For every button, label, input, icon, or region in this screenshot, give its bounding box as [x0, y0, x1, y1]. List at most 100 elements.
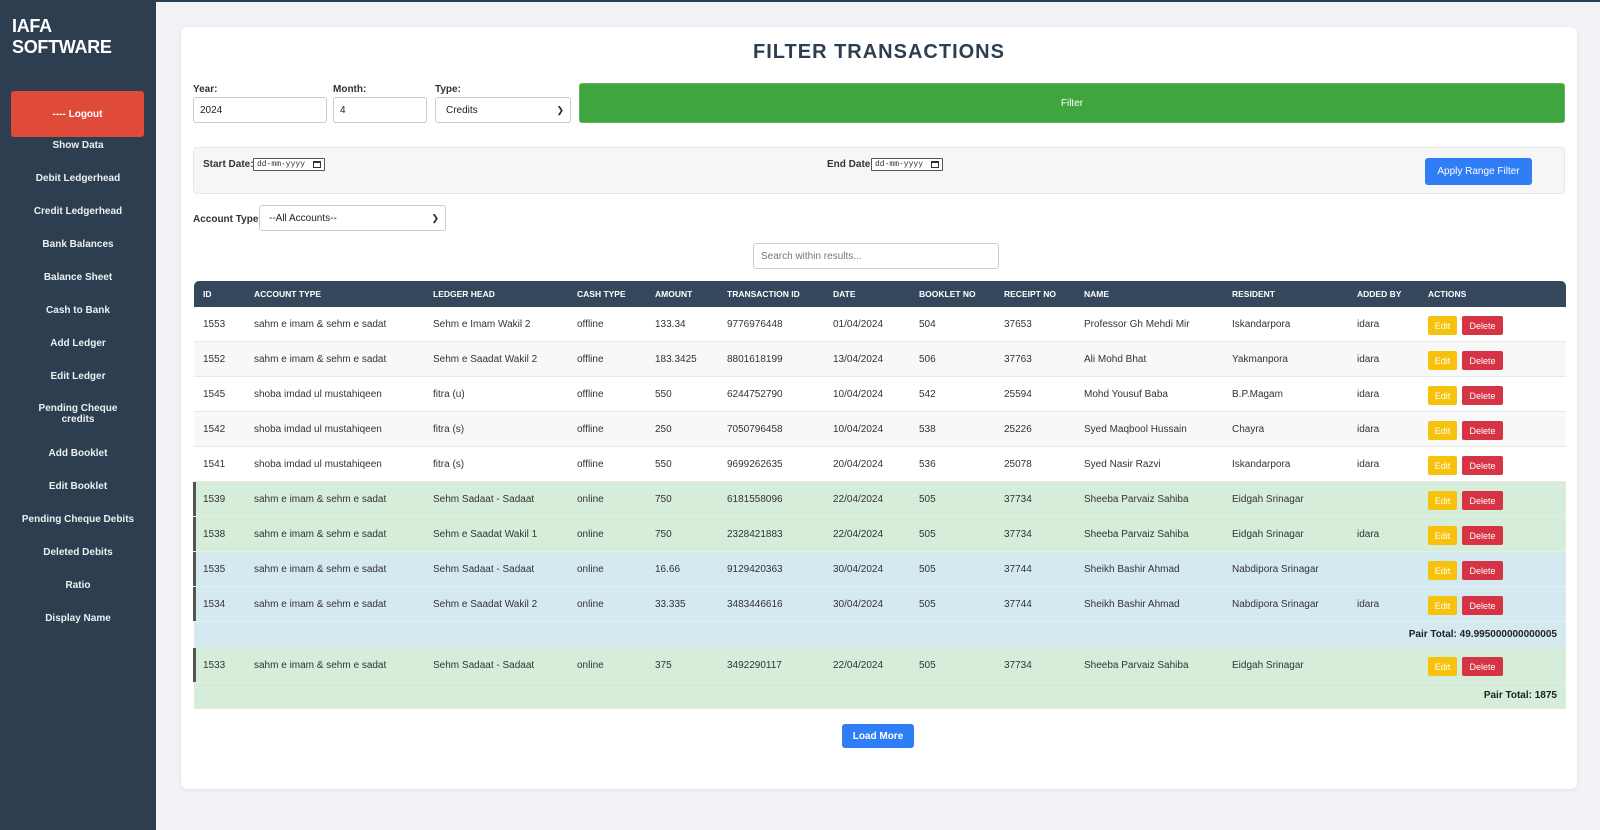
- pair-total: Pair Total: 49.995000000000005: [1408, 629, 1557, 640]
- type-select[interactable]: Credits ❯: [435, 97, 571, 123]
- cell-receipt-no: 25594: [1004, 388, 1032, 400]
- delete-button[interactable]: Delete: [1462, 526, 1503, 545]
- search-input[interactable]: Search within results...: [753, 243, 999, 269]
- nav-label-line-2: credits: [61, 414, 95, 425]
- cell-id: 1535: [203, 563, 226, 575]
- cell-date: 30/04/2024: [833, 598, 884, 610]
- cell-cash-type: online: [577, 659, 604, 671]
- table-row: 1542 shoba imdad ul mustahiqeen fitra (s…: [194, 412, 1566, 447]
- end-date-label: End Date:: [827, 159, 874, 170]
- edit-button[interactable]: Edit: [1428, 316, 1457, 335]
- transactions-table: ID ACCOUNT TYPE LEDGER HEAD CASH TYPE AM…: [193, 281, 1566, 709]
- delete-button[interactable]: Delete: [1462, 386, 1503, 405]
- cell-booklet-no: 505: [919, 528, 936, 540]
- edit-button[interactable]: Edit: [1428, 351, 1457, 370]
- delete-button[interactable]: Delete: [1462, 596, 1503, 615]
- cell-added-by: idara: [1357, 458, 1380, 470]
- col-name: NAME: [1084, 289, 1110, 299]
- apply-range-filter-button[interactable]: Apply Range Filter: [1425, 158, 1532, 185]
- sidebar-item-balance-sheet[interactable]: Balance Sheet: [43, 272, 113, 283]
- cell-amount: 750: [655, 528, 672, 540]
- cell-added-by: idara: [1357, 598, 1380, 610]
- cell-amount: 750: [655, 493, 672, 505]
- sidebar-item-edit-booklet[interactable]: Edit Booklet: [48, 481, 108, 492]
- cell-amount: 133.34: [655, 318, 686, 330]
- load-more-button[interactable]: Load More: [842, 724, 914, 748]
- edit-button[interactable]: Edit: [1428, 421, 1457, 440]
- cell-ledger-head: Sehm e Saadat Wakil 1: [433, 528, 538, 540]
- sidebar-item-credit-ledgerhead[interactable]: Credit Ledgerhead: [33, 206, 123, 217]
- cell-amount: 250: [655, 423, 672, 435]
- sidebar-item-debit-ledgerhead[interactable]: Debit Ledgerhead: [35, 173, 121, 184]
- cell-id: 1552: [203, 353, 226, 365]
- delete-button[interactable]: Delete: [1462, 657, 1503, 676]
- cell-date: 30/04/2024: [833, 563, 884, 575]
- filter-button[interactable]: Filter: [579, 83, 1565, 123]
- edit-button[interactable]: Edit: [1428, 456, 1457, 475]
- cell-resident: Yakmanpora: [1232, 353, 1288, 365]
- type-label: Type:: [435, 84, 461, 95]
- edit-button[interactable]: Edit: [1428, 526, 1457, 545]
- delete-button[interactable]: Delete: [1462, 351, 1503, 370]
- start-date-input[interactable]: dd-mm-yyyy: [253, 158, 325, 171]
- delete-button[interactable]: Delete: [1462, 561, 1503, 580]
- edit-button[interactable]: Edit: [1428, 491, 1457, 510]
- cell-added-by: idara: [1357, 528, 1380, 540]
- account-type-select[interactable]: --All Accounts-- ❯: [259, 205, 446, 231]
- cell-transaction-id: 8801618199: [727, 353, 783, 365]
- page-title: FILTER TRANSACTIONS: [753, 41, 1005, 63]
- sidebar-item-pending-cheque-debits[interactable]: Pending Cheque Debits: [21, 514, 135, 525]
- edit-button[interactable]: Edit: [1428, 386, 1457, 405]
- end-date-input[interactable]: dd-mm-yyyy: [871, 158, 943, 171]
- cell-amount: 550: [655, 388, 672, 400]
- cell-transaction-id: 3483446616: [727, 598, 783, 610]
- cell-transaction-id: 2328421883: [727, 528, 783, 540]
- cell-date: 13/04/2024: [833, 353, 884, 365]
- cell-transaction-id: 6181558096: [727, 493, 783, 505]
- sidebar-item-add-booklet[interactable]: Add Booklet: [48, 448, 108, 459]
- sidebar-item-show-data[interactable]: Show Data: [52, 140, 104, 151]
- cell-resident: Chayra: [1232, 423, 1265, 435]
- delete-button[interactable]: Delete: [1462, 491, 1503, 510]
- col-ledger-head: LEDGER HEAD: [433, 289, 495, 299]
- calendar-icon[interactable]: [313, 161, 321, 168]
- sidebar-item-ratio[interactable]: Ratio: [65, 580, 91, 591]
- edit-button[interactable]: Edit: [1428, 596, 1457, 615]
- year-input[interactable]: 2024: [193, 97, 327, 123]
- delete-button[interactable]: Delete: [1462, 316, 1503, 335]
- sidebar-item-deleted-debits[interactable]: Deleted Debits: [43, 547, 113, 558]
- cell-receipt-no: 25078: [1004, 458, 1032, 470]
- cell-account-type: sahm e imam & sehm e sadat: [254, 659, 387, 671]
- delete-button[interactable]: Delete: [1462, 421, 1503, 440]
- sidebar-item-cash-to-bank[interactable]: Cash to Bank: [46, 305, 110, 316]
- cell-transaction-id: 3492290117: [727, 659, 782, 671]
- cell-date: 20/04/2024: [833, 458, 884, 470]
- month-input[interactable]: 4: [333, 97, 427, 123]
- cell-cash-type: offline: [577, 318, 604, 330]
- sidebar-item-edit-ledger[interactable]: Edit Ledger: [50, 371, 106, 382]
- table-row: 1541 shoba imdad ul mustahiqeen fitra (s…: [194, 447, 1566, 482]
- cell-name: Sheeba Parvaiz Sahiba: [1084, 528, 1189, 540]
- sidebar-item-bank-balances[interactable]: Bank Balances: [42, 239, 114, 250]
- cell-added-by: idara: [1357, 423, 1380, 435]
- chevron-down-icon: ❯: [556, 105, 564, 115]
- cell-added-by: idara: [1357, 318, 1380, 330]
- sidebar-item-add-ledger[interactable]: Add Ledger: [50, 338, 106, 349]
- cell-ledger-head: Sehm Sadaat - Sadaat: [433, 563, 535, 575]
- cell-resident: Nabdipora Srinagar: [1232, 598, 1319, 610]
- account-type-value: --All Accounts--: [269, 212, 337, 224]
- end-date-placeholder: dd-mm-yyyy: [875, 160, 924, 169]
- cell-cash-type: offline: [577, 353, 604, 365]
- cell-name: Sheeba Parvaiz Sahiba: [1084, 659, 1189, 671]
- edit-button[interactable]: Edit: [1428, 561, 1457, 580]
- cell-date: 22/04/2024: [833, 659, 884, 671]
- edit-button[interactable]: Edit: [1428, 657, 1457, 676]
- sidebar-item-display-name[interactable]: Display Name: [45, 613, 111, 624]
- cell-id: 1541: [203, 458, 226, 470]
- sidebar-item-pending-cheque-credits[interactable]: Pending Cheque credits: [0, 403, 156, 425]
- delete-button[interactable]: Delete: [1462, 456, 1503, 475]
- cell-booklet-no: 505: [919, 598, 936, 610]
- calendar-icon[interactable]: [931, 161, 939, 168]
- account-type-label: Account Type:: [193, 214, 262, 225]
- logout-button[interactable]: ---- Logout: [11, 91, 144, 137]
